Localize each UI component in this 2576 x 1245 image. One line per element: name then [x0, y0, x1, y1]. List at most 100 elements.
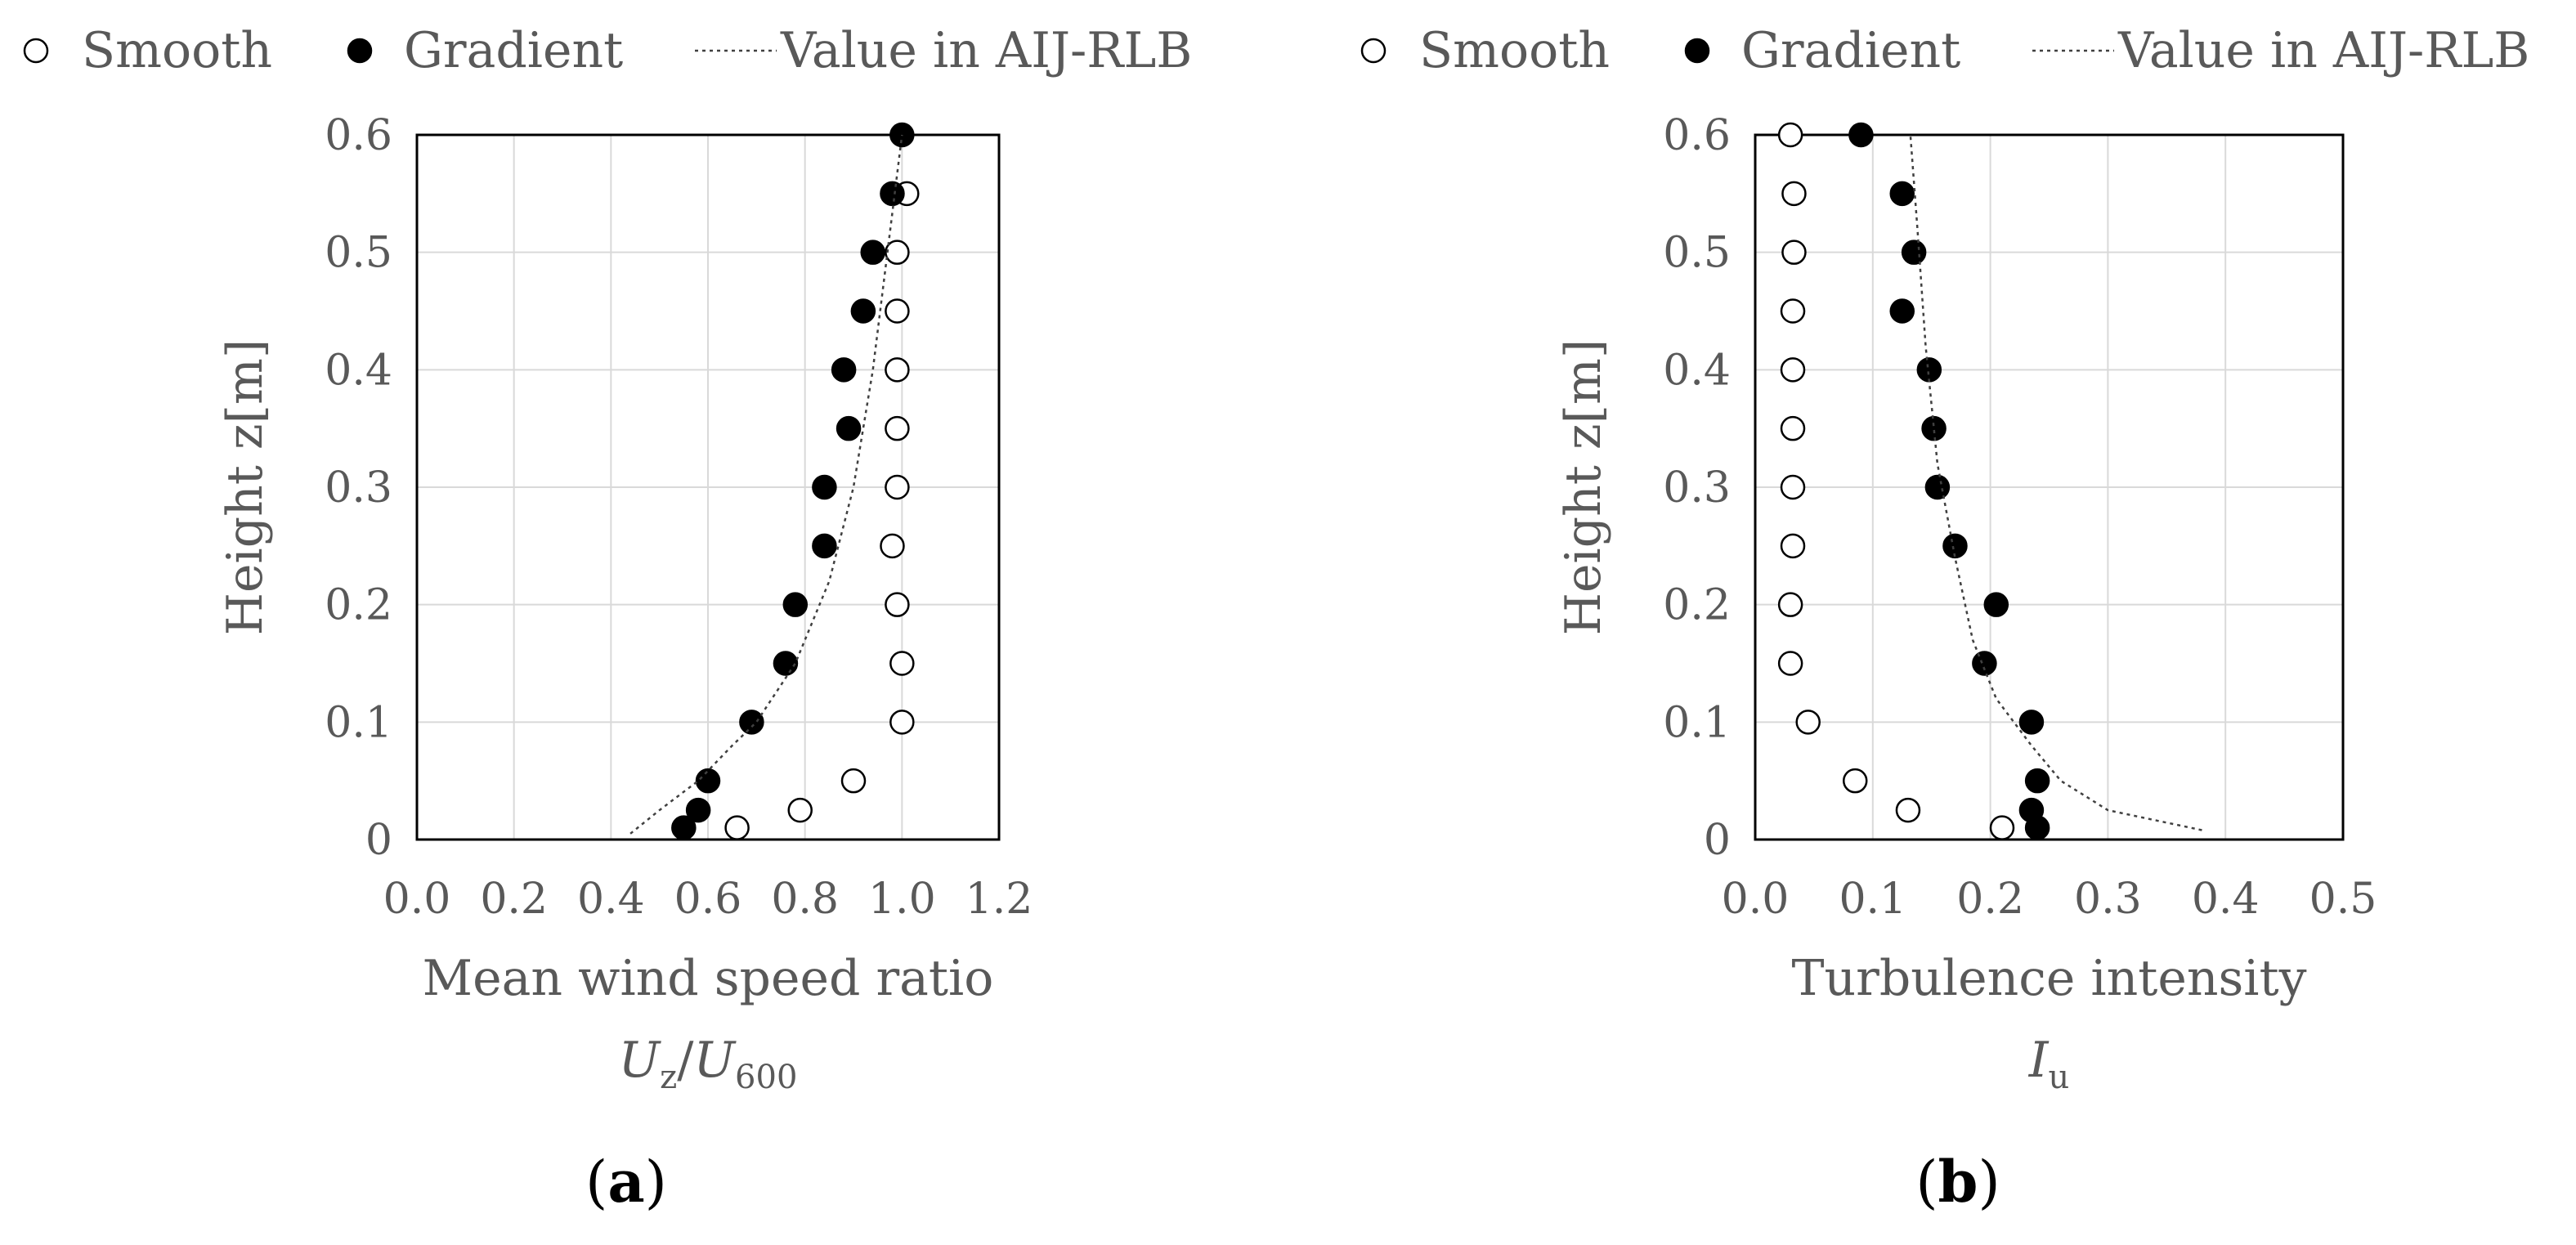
gradient-point [685, 797, 711, 823]
legend-smooth-marker [1360, 38, 1387, 64]
gridlines [416, 134, 1000, 840]
x-tick-label: 0.6 [674, 875, 742, 924]
gradient-point [860, 240, 885, 265]
x-tick-label: 0.2 [480, 875, 548, 924]
smooth-point [880, 533, 905, 559]
x-tick-label: 0.4 [577, 875, 645, 924]
reference-line [629, 134, 903, 835]
y-tick-label: 0.2 [1663, 581, 1731, 630]
x-tick-label: 0.5 [2309, 875, 2377, 924]
y-tick-label: 0.2 [325, 581, 392, 630]
legend-reference-label: Value in AIJ-RLB [780, 22, 1192, 79]
smooth-point [1781, 240, 1807, 265]
x-tick-label: 1.0 [868, 875, 936, 924]
smooth-point [1780, 533, 1806, 559]
gradient-point [1901, 240, 1927, 265]
x-tick-label: 0.0 [1722, 875, 1790, 924]
y-tick-label: 0 [1704, 816, 1731, 865]
gradient-point [2018, 710, 2045, 735]
gridlines [1754, 134, 2344, 840]
gradient-point [880, 181, 905, 207]
gradient-point [1942, 533, 1968, 559]
y-axis-title: Height z[m] [1555, 339, 1612, 636]
legend: Smooth Gradient Value in AIJ-RLB [1360, 22, 2529, 79]
y-tick-label: 0.3 [1663, 464, 1731, 513]
y-axis-title: Height z[m] [217, 339, 274, 636]
gradient-point [1848, 122, 1874, 148]
gradient-point [850, 298, 876, 324]
panel-b: 0.0 0.1 0.2 0.3 0.4 0.5 0 0.1 0.2 0.3 0.4 0.5 0.6 Hei… [1360, 22, 2529, 1216]
panel-label: (b) [1915, 1148, 2000, 1216]
gradient-point [812, 474, 837, 500]
y-tick-label: 0.6 [1663, 111, 1731, 160]
smooth-point [1780, 474, 1806, 500]
gradient-point [2024, 768, 2050, 794]
y-tick-label: 0.1 [325, 698, 392, 747]
series-smooth [1777, 122, 2015, 840]
y-tick-label: 0 [365, 816, 392, 865]
legend-gradient-label: Gradient [1741, 22, 1960, 79]
series-smooth [724, 181, 920, 840]
y-tick-label: 0.3 [325, 464, 392, 513]
gradient-point [773, 651, 799, 676]
smooth-point [787, 797, 813, 823]
series-value-in-aij-rlb [629, 134, 903, 835]
x-tick-label: 0.0 [383, 875, 451, 924]
gradient-point [1972, 651, 1997, 676]
smooth-point [885, 592, 910, 617]
gradient-point [836, 415, 862, 441]
smooth-point [889, 710, 915, 735]
smooth-point [1777, 592, 1803, 617]
smooth-point [885, 298, 910, 324]
gradient-point [739, 710, 764, 735]
legend-smooth-marker [23, 38, 49, 64]
smooth-point [1795, 710, 1821, 735]
y-tick-label: 0.1 [1663, 698, 1731, 747]
legend-gradient-marker [1684, 38, 1710, 64]
x-tick-label: 0.1 [1839, 875, 1906, 924]
x-axis-symbol: Iu [2028, 1032, 2069, 1096]
gradient-point [1983, 592, 2009, 617]
smooth-point [889, 651, 915, 676]
plot-frame [1754, 133, 2345, 841]
gradient-point [1889, 181, 1915, 207]
y-tick-label: 0.5 [325, 229, 392, 278]
gradient-point [782, 592, 809, 617]
smooth-point [840, 768, 867, 794]
reference-line [1909, 134, 2202, 831]
series-value-in-aij-rlb [1909, 134, 2202, 831]
x-axis-symbol: Uz/U600 [619, 1032, 798, 1096]
series-gradient [1848, 122, 2050, 840]
legend-smooth-label: Smooth [1419, 22, 1610, 79]
gradient-point [1889, 298, 1915, 324]
x-tick-label: 0.8 [771, 875, 839, 924]
y-tick-label: 0.6 [325, 111, 392, 160]
x-axis-title: Turbulence intensity [1792, 950, 2307, 1007]
smooth-point [885, 357, 910, 383]
legend-smooth-label: Smooth [82, 22, 272, 79]
panel-a: 0.0 0.2 0.4 0.6 0.8 1.0 1.2 0 0.1 0.2 0.3 0.4 0.5 0.6… [23, 22, 1192, 1216]
legend-gradient-label: Gradient [404, 22, 623, 79]
gradient-point [1916, 357, 1942, 383]
legend-gradient-marker [347, 38, 373, 64]
x-tick-label: 0.3 [2074, 875, 2142, 924]
plot-frame [415, 133, 1001, 841]
gradient-point [1921, 415, 1947, 441]
series-gradient [671, 122, 915, 840]
smooth-point [1781, 181, 1807, 207]
panel-label: (a) [585, 1148, 667, 1216]
legend-reference-label: Value in AIJ-RLB [2117, 22, 2529, 79]
smooth-point [1777, 122, 1803, 148]
gradient-point [831, 357, 857, 383]
smooth-point [885, 240, 910, 265]
smooth-point [1895, 797, 1921, 823]
smooth-point [885, 415, 910, 441]
y-tick-label: 0.4 [1663, 346, 1731, 395]
gradient-point [2018, 797, 2045, 823]
legend: Smooth Gradient Value in AIJ-RLB [23, 22, 1192, 79]
smooth-point [1842, 768, 1868, 794]
gradient-point [1924, 474, 1951, 500]
smooth-point [885, 474, 910, 500]
smooth-point [1780, 415, 1806, 441]
